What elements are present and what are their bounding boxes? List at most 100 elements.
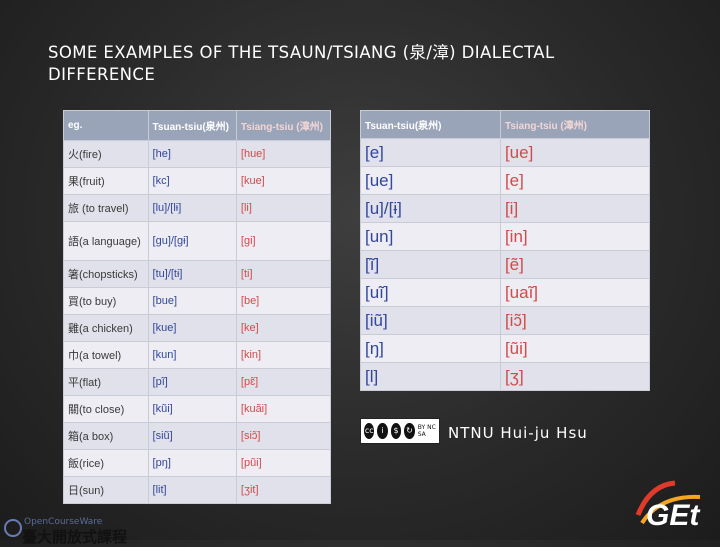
table-row: 果(fruit) [kc] [kue] [63, 167, 332, 195]
tsuan-cell: [lit] [147, 476, 237, 504]
tsuan-cell: [pĩ] [147, 368, 237, 396]
tsiang-cell: [iɔ̃] [499, 306, 651, 335]
tsuan-cell: [ŋ] [360, 334, 501, 363]
tsiang-cell: [e] [499, 166, 651, 195]
header-tsuan: Tsuan-tsiu(泉州) [360, 110, 501, 139]
table-row: [uĩ] [uaĩ] [360, 278, 651, 307]
tsuan-cell: [siũ] [147, 422, 237, 450]
cc-icon: cc [364, 423, 375, 439]
ocw-chinese-label: 臺大開放式課程 [22, 528, 128, 546]
logo-swoosh-orange [640, 494, 701, 525]
slide-title: SOME EXAMPLES OF THE TSAUN/TSIANG (泉/漳) … [48, 43, 555, 84]
table-row: [ĩ] [ẽ] [360, 250, 651, 279]
tsiang-cell: [li] [235, 194, 332, 222]
table-row: [ŋ] [ũi] [360, 334, 651, 363]
tsuan-cell: [tu]/[tɨ] [147, 260, 237, 288]
tsuan-cell: [iũ] [360, 306, 501, 335]
tsiang-cell: [ke] [235, 314, 332, 342]
example-cell: 買(to buy) [63, 287, 149, 315]
table-row: 箱(a box) [siũ] [siɔ̃] [63, 422, 332, 450]
tsiang-cell: [uaĩ] [499, 278, 651, 307]
table-row: 巾(a towel) [kun] [kin] [63, 341, 332, 369]
example-cell: 箱(a box) [63, 422, 149, 450]
tsiang-cell: [hue] [235, 140, 332, 168]
table-row: [e] [ue] [360, 138, 651, 167]
author-credit: NTNU Hui-ju Hsu [448, 424, 588, 442]
table-row: 買(to buy) [bue] [be] [63, 287, 332, 315]
header-tsiang: Tsiang-tsiu (漳州) [499, 110, 651, 139]
tsiang-cell: [in] [499, 222, 651, 251]
example-cell: 飯(rice) [63, 449, 149, 477]
tsuan-cell: [ĩ] [360, 250, 501, 279]
table-row: 關(to close) [kũi] [kuãi] [63, 395, 332, 423]
tsiang-cell: [gi] [235, 221, 332, 261]
creative-commons-badge[interactable]: cc i $ ↻ BY NC SA [360, 418, 440, 444]
table-row: 旅 (to travel) [lu]/[lɨ] [li] [63, 194, 332, 222]
table-row: [un] [in] [360, 222, 651, 251]
table-row: [l] [ʒ] [360, 362, 651, 391]
tsuan-cell: [kc] [147, 167, 237, 195]
header-tsiang: Tsiang-tsiu (漳州) [235, 110, 332, 141]
tsuan-cell: [kũi] [147, 395, 237, 423]
nc-icon: $ [390, 423, 402, 439]
table-row: 語(a language) [gu]/[gɨ] [gi] [63, 221, 332, 261]
tsiang-cell: [ʒ] [499, 362, 651, 391]
example-cell: 果(fruit) [63, 167, 149, 195]
tsiang-cell: [siɔ̃] [235, 422, 332, 450]
tsuan-cell: [u]/[ɨ] [360, 194, 501, 223]
tsiang-cell: [i] [499, 194, 651, 223]
ocw-logo[interactable]: OpenCourseWare 臺大開放式課程 [4, 515, 164, 546]
header-tsuan: Tsuan-tsiu(泉州) [147, 110, 237, 141]
tsuan-cell: [un] [360, 222, 501, 251]
tsuan-cell: [ue] [360, 166, 501, 195]
example-cell: 關(to close) [63, 395, 149, 423]
tsiang-cell: [ti] [235, 260, 332, 288]
table-row: 日(sun) [lit] [ʒit] [63, 476, 332, 504]
tsuan-cell: [bue] [147, 287, 237, 315]
sa-icon: ↻ [404, 423, 415, 439]
tsiang-cell: [ẽ] [499, 250, 651, 279]
logo-swoosh-red [635, 480, 676, 516]
table-row: 雞(a chicken) [kue] [ke] [63, 314, 332, 342]
example-cell: 語(a language) [63, 221, 149, 261]
ocw-mark-icon [4, 519, 22, 537]
examples-table: eg. Tsuan-tsiu(泉州) Tsiang-tsiu (漳州) 火(fi… [63, 110, 332, 504]
table-row: 箸(chopsticks) [tu]/[tɨ] [ti] [63, 260, 332, 288]
tsuan-cell: [lu]/[lɨ] [147, 194, 237, 222]
tsuan-cell: [gu]/[gɨ] [147, 221, 237, 261]
get-logo[interactable]: GEt [630, 475, 720, 540]
table-row: 火(fire) [he] [hue] [63, 140, 332, 168]
table-row: [ue] [e] [360, 166, 651, 195]
example-cell: 日(sun) [63, 476, 149, 504]
table-row: [u]/[ɨ] [i] [360, 194, 651, 223]
tsiang-cell: [kin] [235, 341, 332, 369]
tsiang-cell: [pũi] [235, 449, 332, 477]
example-cell: 平(flat) [63, 368, 149, 396]
tsiang-cell: [kuãi] [235, 395, 332, 423]
logo-text: GEt [646, 499, 701, 532]
tsuan-cell: [kun] [147, 341, 237, 369]
example-cell: 巾(a towel) [63, 341, 149, 369]
by-icon: i [377, 423, 388, 439]
tsiang-cell: [be] [235, 287, 332, 315]
tsiang-cell: [kue] [235, 167, 332, 195]
example-cell: 火(fire) [63, 140, 149, 168]
ocw-label: OpenCourseWare [24, 517, 103, 527]
license-labels: BY NC SA [417, 424, 436, 438]
tsuan-cell: [uĩ] [360, 278, 501, 307]
tsiang-cell: [ũi] [499, 334, 651, 363]
tsuan-cell: [pŋ] [147, 449, 237, 477]
example-cell: 旅 (to travel) [63, 194, 149, 222]
summary-table: Tsuan-tsiu(泉州) Tsiang-tsiu (漳州) [e] [ue][… [360, 110, 651, 391]
header-eg: eg. [63, 110, 149, 141]
table-row: 平(flat) [pĩ] [pɛ̃] [63, 368, 332, 396]
tsuan-cell: [kue] [147, 314, 237, 342]
example-cell: 雞(a chicken) [63, 314, 149, 342]
tsiang-cell: [ʒit] [235, 476, 332, 504]
tsiang-cell: [pɛ̃] [235, 368, 332, 396]
example-cell: 箸(chopsticks) [63, 260, 149, 288]
tsuan-cell: [l] [360, 362, 501, 391]
tsuan-cell: [he] [147, 140, 237, 168]
tsiang-cell: [ue] [499, 138, 651, 167]
table-row: [iũ] [iɔ̃] [360, 306, 651, 335]
